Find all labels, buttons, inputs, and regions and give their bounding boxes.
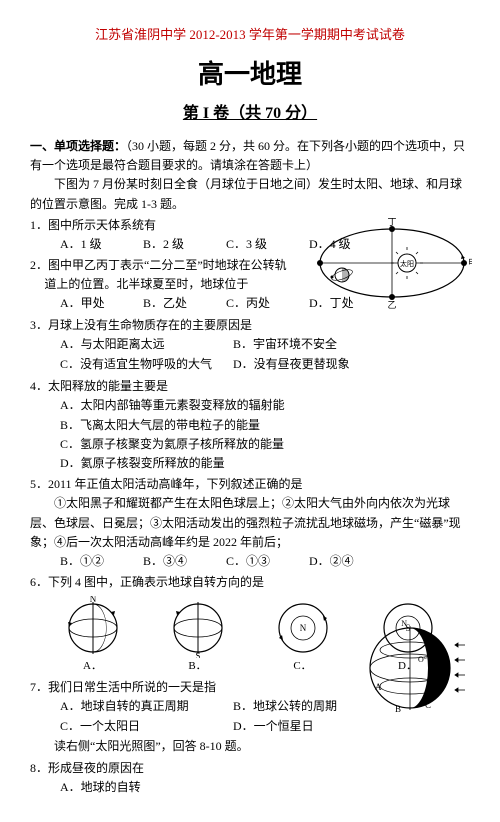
q4-opt-b: B．飞离太阳大气层的带电粒子的能量 <box>60 416 470 435</box>
q7-opt-c: C．一个太阳日 <box>60 717 230 736</box>
q7-tail: 读右侧“太阳光照图”，回答 8-10 题。 <box>30 737 470 756</box>
q4-opt-a: A．太阳内部铀等重元素裂变释放的辐射能 <box>60 396 470 415</box>
q5-stem: 5．2011 年正值太阳活动高峰年，下列叙述正确的是 <box>30 475 470 494</box>
svg-text:A: A <box>375 682 382 692</box>
q6-label-c: C． <box>269 658 337 676</box>
q6-label-b: B． <box>164 658 232 676</box>
svg-text:丁: 丁 <box>387 217 396 227</box>
orbit-diagram: 太阳 丁 甲 乙 <box>312 215 472 310</box>
svg-text:N: N <box>299 623 306 633</box>
q3-stem: 3．月球上没有生命物质存在的主要原因是 <box>30 316 470 335</box>
page-subtitle: 第 I 卷（共 70 分） <box>30 101 470 127</box>
q1-opt-c: C．3 级 <box>226 235 306 254</box>
q8-options: A．地球的自转 <box>30 778 470 797</box>
svg-text:N: N <box>89 596 96 604</box>
q3-opt-c: C．没有适宜生物呼吸的大气 <box>60 355 230 374</box>
q4-opt-c: C．氢原子核聚变为氦原子核所释放的能量 <box>60 435 470 454</box>
q5-opt-c: C．①③ <box>226 552 306 571</box>
q3-opt-b: B．宇宙环境不安全 <box>233 335 403 354</box>
svg-text:乙: 乙 <box>387 300 396 310</box>
svg-text:C: C <box>425 700 431 710</box>
q6-globe-a: N A． <box>59 596 127 676</box>
q8-stem: 8．形成昼夜的原因在 <box>30 759 470 778</box>
q5-body: ①太阳黑子和耀斑都产生在太阳色球层上；②太阳大气由外向内依次为光球层、色球层、日… <box>30 494 470 552</box>
svg-text:甲: 甲 <box>468 258 472 268</box>
q6-stem: 6．下列 4 图中，正确表示地球自转方向的是 <box>30 573 470 592</box>
section-1-label: 一、单项选择题： <box>30 139 126 153</box>
svg-text:O°: O° <box>418 655 427 664</box>
q5-opt-b: B．③④ <box>143 552 223 571</box>
q6-globe-b: S B． <box>164 596 232 676</box>
sun-illumination-diagram: N O° A B C <box>355 620 465 715</box>
q5-options: B．①② B．③④ C．①③ D．②④ <box>30 552 470 571</box>
q7-opt-a: A．地球自转的真正周期 <box>60 697 230 716</box>
q4-options: A．太阳内部铀等重元素裂变释放的辐射能 B．飞离太阳大气层的带电粒子的能量 C．… <box>30 396 470 473</box>
q6-label-a: A． <box>59 658 127 676</box>
svg-text:S: S <box>195 651 200 658</box>
q3-opt-a: A．与太阳距离太远 <box>60 335 230 354</box>
q4-stem: 4．太阳释放的能量主要是 <box>30 377 470 396</box>
exam-header: 江苏省淮阴中学 2012-2013 学年第一学期期中考试试卷 <box>30 25 470 46</box>
q2-opt-a: A．甲处 <box>60 294 140 313</box>
q5-opt-d: D．②④ <box>309 552 389 571</box>
q4-opt-d: D．氦原子核裂变所释放的能量 <box>60 454 470 473</box>
q2-opt-c: C．丙处 <box>226 294 306 313</box>
q2-opt-b: B．乙处 <box>143 294 223 313</box>
q7-opt-d: D．一个恒星日 <box>233 717 403 736</box>
q3-opt-d: D．没有昼夜更替现象 <box>233 355 403 374</box>
q8-opt-a: A．地球的自转 <box>60 778 470 797</box>
q3-options: A．与太阳距离太远 B．宇宙环境不安全 C．没有适宜生物呼吸的大气 D．没有昼夜… <box>30 335 470 375</box>
q5-opt-a: B．①② <box>60 552 140 571</box>
q1-opt-a: A．1 级 <box>60 235 140 254</box>
page-title: 高一地理 <box>30 54 470 96</box>
q6-globe-c: N C． <box>269 596 337 676</box>
svg-text:N: N <box>401 620 407 628</box>
q1-opt-b: B．2 级 <box>143 235 223 254</box>
intro-paragraph: 下图为 7 月份某时刻日全食（月球位于日地之间）发生时太阳、地球、和月球的位置示… <box>30 175 470 213</box>
section-1-heading: 一、单项选择题：（30 小题，每题 2 分，共 60 分。在下列各小题的四个选项… <box>30 137 470 175</box>
svg-text:太阳: 太阳 <box>400 259 414 268</box>
